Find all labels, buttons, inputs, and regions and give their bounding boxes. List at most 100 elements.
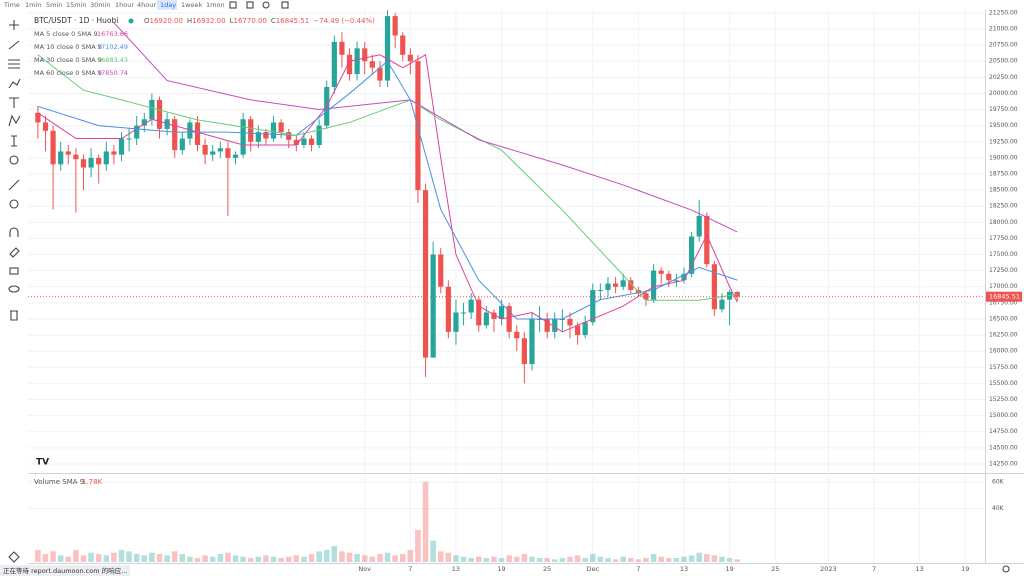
candle-body (514, 331, 520, 339)
candle-body (331, 41, 337, 87)
volume-title: Volume SMA 9 (34, 478, 84, 486)
y-tick-label: 16500.00 (989, 315, 1018, 322)
candle-body (681, 273, 687, 281)
candle-body (582, 322, 588, 336)
candle-body (438, 254, 444, 287)
last-price-box (986, 291, 1022, 302)
quote-key: L (230, 17, 234, 25)
candle-body (172, 119, 178, 151)
interval[interactable]: 5min (46, 1, 62, 9)
zoom-tool[interactable] (9, 199, 19, 209)
y-tick-label: 15000.00 (989, 412, 1018, 419)
text-tool[interactable] (9, 97, 19, 108)
chart-type-icon[interactable] (229, 1, 237, 9)
volume-bar (475, 556, 482, 562)
volume-bar (582, 557, 588, 562)
volume-bar (399, 553, 406, 562)
candle-body (400, 35, 406, 55)
volume-bar (627, 557, 634, 562)
y-tick-label: 17250.00 (989, 267, 1018, 274)
volume-bar (635, 559, 642, 562)
candle-body (149, 99, 155, 120)
y-tick-label: 19500.00 (989, 122, 1018, 129)
interval[interactable]: 1day (160, 1, 176, 9)
candle-body (286, 132, 292, 140)
lock-tool[interactable] (9, 267, 19, 275)
y-tick-label: 17750.00 (989, 235, 1018, 242)
volume-bar (278, 557, 284, 562)
volume-bar (620, 556, 626, 562)
volume-bar (179, 553, 186, 562)
y-tick-label: 21000.00 (989, 26, 1018, 33)
interval[interactable]: 1hour (115, 1, 134, 9)
channel-tool[interactable] (8, 59, 20, 69)
volume-bar (187, 556, 193, 562)
x-tick-label: 25 (771, 565, 779, 573)
volume-bar (445, 552, 452, 562)
candle-body (278, 122, 284, 133)
candle-body (574, 325, 581, 336)
indicator-icon[interactable] (246, 1, 254, 9)
candle-body (293, 139, 299, 145)
interval[interactable]: 4hour (137, 1, 156, 9)
candle-body (719, 299, 725, 310)
y-tick-label: 14250.00 (989, 460, 1018, 467)
volume-bar (217, 553, 224, 562)
settings-icon[interactable] (262, 1, 270, 9)
candle-body (673, 280, 679, 282)
volume-bar (415, 529, 421, 562)
ruler-tool[interactable] (8, 179, 20, 191)
legend-value: 16763.66 (97, 30, 128, 38)
quote-value: 16932.00 (192, 17, 225, 25)
volume-bar (430, 540, 436, 562)
candle-body (80, 159, 87, 168)
measure-tool[interactable] (11, 135, 17, 147)
candle-body (225, 148, 231, 158)
candle-body (445, 286, 451, 332)
line-tool[interactable] (8, 40, 20, 50)
candle-body (194, 122, 201, 145)
volume-bar (498, 557, 505, 562)
quote-key: H (187, 17, 192, 25)
candle-body (156, 99, 163, 129)
magnet-tool[interactable] (9, 227, 19, 237)
candle-body (339, 41, 345, 55)
interval[interactable]: 30min (90, 1, 111, 9)
volume-bar (339, 551, 345, 562)
interval[interactable]: Time (3, 1, 20, 9)
volume-bar (453, 555, 459, 562)
interval[interactable]: 1week (181, 1, 202, 9)
draw-mode-tool[interactable] (9, 247, 20, 258)
axis-settings[interactable] (1002, 565, 1010, 573)
y-tick-label: 18250.00 (989, 203, 1018, 210)
volume-pane (35, 481, 740, 562)
interval[interactable]: 1mon (206, 1, 225, 9)
candle-body (476, 299, 482, 326)
candle-body (643, 293, 649, 300)
y-tick-label: 16000.00 (989, 348, 1018, 355)
pattern-tool[interactable] (8, 78, 21, 89)
candle-body (658, 270, 664, 274)
delete-tool[interactable] (10, 310, 18, 321)
visibility-tool[interactable] (8, 285, 20, 293)
crosshair-tool[interactable] (9, 20, 19, 30)
candle-body (73, 154, 79, 160)
volume-bar (316, 551, 322, 562)
candle-body (202, 144, 208, 155)
emoji-tool[interactable] (9, 155, 19, 165)
candle-body (308, 138, 315, 145)
grid (28, 10, 985, 562)
path-tool[interactable] (8, 114, 21, 127)
layers-tool[interactable] (8, 551, 20, 563)
interval[interactable]: 1min (25, 1, 41, 9)
ma-line (113, 22, 738, 233)
candle-body (392, 16, 398, 36)
fullscreen-icon[interactable] (281, 1, 289, 9)
interval[interactable]: 15min (66, 1, 87, 9)
y-tick-label: 21250.00 (989, 9, 1018, 16)
candle-body (369, 61, 375, 68)
volume-bar (696, 552, 702, 562)
volume-bar (118, 549, 125, 562)
candle-body (210, 151, 216, 155)
y-tick-label: 18750.00 (989, 170, 1018, 177)
